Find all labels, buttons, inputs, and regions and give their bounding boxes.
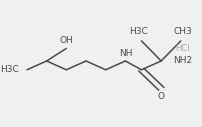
Text: HCl: HCl xyxy=(175,44,189,53)
Text: OH: OH xyxy=(59,36,73,45)
Text: H3C: H3C xyxy=(129,27,147,36)
Text: H3C: H3C xyxy=(0,65,19,74)
Text: NH: NH xyxy=(119,49,132,58)
Text: CH3: CH3 xyxy=(172,27,191,36)
Text: NH2: NH2 xyxy=(172,57,191,66)
Text: O: O xyxy=(157,92,164,101)
